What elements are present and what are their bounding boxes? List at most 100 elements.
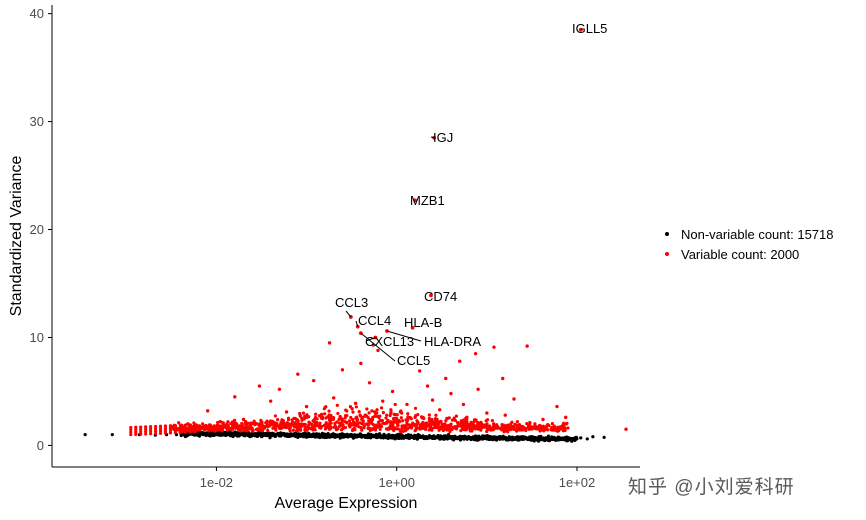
non-variable-gene-point xyxy=(443,435,448,439)
variable-gene-point xyxy=(459,424,463,428)
non-variable-gene-point xyxy=(449,436,453,440)
variable-gene-point xyxy=(517,423,522,427)
variable-gene-point xyxy=(375,425,379,429)
variable-gene-point xyxy=(173,431,177,435)
gene-label-ccl5: CCL5 xyxy=(397,353,430,368)
non-variable-gene-point xyxy=(290,432,294,437)
gene-labels: IGLL5 IGJ MZB1 CD74 CCL3 CCL4 HLA-B CXCL13 HLA-D… xyxy=(335,21,607,368)
non-variable-gene-point xyxy=(602,435,606,439)
variable-gene-point xyxy=(357,410,361,414)
non-variable-gene-point xyxy=(331,432,335,436)
variable-gene-point xyxy=(188,423,192,427)
variable-gene-point xyxy=(360,428,364,432)
variable-gene-point xyxy=(134,425,138,429)
non-variable-gene-point xyxy=(369,433,373,438)
variable-gene-point xyxy=(533,424,538,429)
highlighted-gene-point xyxy=(410,325,415,330)
variable-gene-point xyxy=(524,428,528,433)
non-variable-gene-point xyxy=(485,436,489,440)
variable-gene-point xyxy=(386,419,390,424)
variable-gene-point xyxy=(178,430,182,435)
variable-gene-point xyxy=(329,421,333,425)
variable-gene-point xyxy=(300,418,304,422)
variable-gene-point xyxy=(449,391,453,396)
variable-gene-point xyxy=(418,423,422,427)
variable-gene-point xyxy=(359,361,363,366)
variable-gene-point xyxy=(281,419,285,423)
gene-label-cd74: CD74 xyxy=(424,289,457,304)
gene-label-connector xyxy=(386,330,422,342)
variable-gene-point xyxy=(334,425,338,429)
non-variable-gene-point xyxy=(413,435,417,439)
variable-gene-point xyxy=(441,424,445,428)
variable-gene-point xyxy=(448,423,452,428)
variable-gene-point xyxy=(509,425,513,429)
variable-gene-point xyxy=(492,422,496,426)
variable-gene-point xyxy=(388,424,392,428)
variable-gene-point xyxy=(225,422,229,426)
variable-gene-point xyxy=(410,425,414,429)
variable-gene-point xyxy=(338,414,342,419)
x-ticks: 1e-02 1e+00 1e+02 xyxy=(200,467,595,490)
variable-gene-point xyxy=(153,431,158,436)
non-variable-gene-point xyxy=(295,433,299,437)
variable-gene-point xyxy=(512,397,516,401)
variable-gene-point xyxy=(218,419,222,424)
variable-gene-point xyxy=(370,409,374,413)
highlighted-gene-point xyxy=(578,27,583,32)
variable-gene-point xyxy=(328,426,333,431)
variable-gene-point xyxy=(221,425,225,429)
variable-gene-point xyxy=(505,423,509,428)
variable-gene-point xyxy=(129,425,133,430)
legend: Non-variable count: 15718 Variable count… xyxy=(660,224,834,264)
variable-gene-point xyxy=(273,414,277,418)
variable-gene-point xyxy=(418,369,422,373)
variable-gene-point xyxy=(188,428,192,432)
variable-gene-point xyxy=(305,413,309,417)
variable-gene-point xyxy=(425,424,429,428)
variable-gene-point xyxy=(438,408,442,412)
non-variable-gene-point xyxy=(507,435,511,439)
variable-gene-point xyxy=(422,416,426,421)
variable-gene-point xyxy=(513,427,517,431)
non-variable-gene-point xyxy=(538,436,542,440)
non-variable-gene-point xyxy=(208,431,213,436)
variable-gene-point xyxy=(559,427,564,431)
variable-gene-point xyxy=(149,425,153,429)
variable-gene-point xyxy=(335,403,339,407)
variable-gene-point xyxy=(361,415,365,420)
variable-gene-point xyxy=(290,422,294,426)
variable-gene-point xyxy=(231,421,235,425)
variable-gene-point xyxy=(404,426,408,430)
non-variable-gene-point xyxy=(239,433,243,437)
variable-gene-point xyxy=(421,425,426,430)
variable-gene-point xyxy=(409,417,413,421)
variable-gene-point xyxy=(311,419,315,423)
non-variable-gene-point xyxy=(562,437,566,441)
variable-gene-point xyxy=(313,421,317,426)
variable-gene-point xyxy=(144,429,148,434)
variable-gene-point xyxy=(520,428,524,432)
non-variable-gene-point xyxy=(251,433,255,437)
variable-gene-point xyxy=(327,409,331,413)
non-variable-gene-point xyxy=(573,435,578,440)
variable-gene-point xyxy=(414,426,419,431)
variable-gene-point xyxy=(381,421,385,425)
variable-gene-point xyxy=(129,430,133,434)
variable-gene-point xyxy=(510,420,514,424)
non-variable-gene-point xyxy=(591,435,595,439)
variable-gene-point xyxy=(354,416,358,420)
legend-item-variable: Variable count: 2000 xyxy=(660,244,834,264)
variable-gene-point xyxy=(503,413,507,417)
variable-gene-point xyxy=(471,425,476,429)
non-variable-gene-point xyxy=(344,434,348,438)
variable-gene-point xyxy=(506,430,510,434)
variable-gene-point xyxy=(393,402,397,407)
variable-gene-point xyxy=(319,412,324,416)
variable-gene-point xyxy=(539,424,543,428)
variable-gene-point xyxy=(461,402,466,407)
y-ticks: 0 10 20 30 40 xyxy=(30,6,52,453)
variable-gene-point xyxy=(501,424,505,428)
non-variable-gene-point xyxy=(305,433,309,437)
